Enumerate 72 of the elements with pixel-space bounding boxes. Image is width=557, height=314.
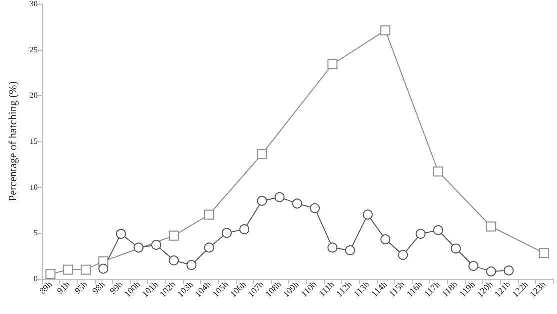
x-tick-label: 109h	[281, 279, 302, 300]
point	[46, 269, 56, 280]
x-tick-label: 120h	[475, 279, 496, 300]
point	[380, 26, 391, 36]
x-tick-label: 110h	[299, 279, 319, 300]
x-tick-label: 89h	[38, 279, 55, 296]
point	[116, 229, 126, 240]
x-tick-label: 107h	[246, 279, 266, 300]
point	[274, 192, 285, 202]
point	[398, 250, 408, 260]
x-tick-label: 103h	[175, 279, 196, 300]
y-tick-label: 20	[30, 91, 38, 100]
x-tick-label: 108h	[264, 279, 284, 300]
point	[204, 210, 214, 220]
x-tick-label: 100h	[122, 279, 143, 300]
point	[539, 248, 550, 258]
y-tick-label: 0	[34, 274, 38, 284]
point	[63, 264, 74, 275]
x-tick-label: 112h	[334, 279, 354, 300]
point	[257, 149, 268, 160]
point	[204, 242, 214, 253]
point	[433, 166, 444, 177]
x-tick-label: 121h	[492, 279, 513, 300]
point	[486, 266, 496, 277]
y-tick-label: 10	[30, 182, 38, 192]
y-tick-label: 15	[30, 137, 38, 146]
x-tick-label: 113h	[352, 279, 372, 300]
x-tick-label: 99h	[108, 279, 126, 296]
x-tick-label: 122h	[510, 279, 530, 300]
point	[504, 266, 514, 276]
point	[310, 203, 320, 214]
y-axis-title: Percentage of hatching (%)	[8, 81, 20, 202]
point	[222, 228, 232, 238]
point	[328, 60, 338, 70]
point	[169, 256, 180, 266]
point	[468, 261, 479, 272]
x-tick-label: 91h	[55, 279, 72, 296]
x-tick-label: 105h	[210, 279, 231, 300]
x-tick-label: 123h	[528, 279, 548, 300]
x-tick-label: 98h	[90, 279, 108, 296]
x-tick-label: 115h	[387, 279, 408, 300]
y-tick-label: 25	[30, 45, 38, 54]
point	[433, 225, 444, 236]
y-tick-label: 30	[30, 0, 38, 8]
x-tick-label: 106h	[228, 279, 248, 300]
x-tick-label: 118h	[440, 279, 460, 300]
point	[80, 264, 91, 275]
x-tick-label: 95h	[72, 279, 90, 296]
x-tick-label: 116h	[404, 279, 425, 300]
point	[134, 242, 144, 253]
point	[169, 230, 180, 241]
point	[486, 222, 496, 232]
point	[328, 242, 338, 253]
point	[257, 196, 268, 206]
x-tick-label: 104h	[193, 279, 214, 300]
y-tick-label: 5	[34, 228, 38, 238]
x-tick-label: 101h	[140, 279, 160, 300]
point	[380, 234, 391, 245]
point	[186, 260, 197, 270]
x-tick-label: 119h	[458, 279, 478, 300]
point	[416, 229, 426, 240]
point	[98, 264, 109, 274]
x-tick-label: 117h	[422, 279, 442, 300]
point	[292, 198, 302, 209]
point	[345, 246, 356, 256]
point	[240, 224, 250, 234]
x-tick-label: 111h	[316, 279, 337, 299]
point	[362, 210, 373, 220]
x-tick-label: 102h	[158, 279, 178, 300]
x-tick-label: 114h	[370, 279, 390, 300]
point	[151, 240, 162, 250]
point	[451, 244, 462, 254]
